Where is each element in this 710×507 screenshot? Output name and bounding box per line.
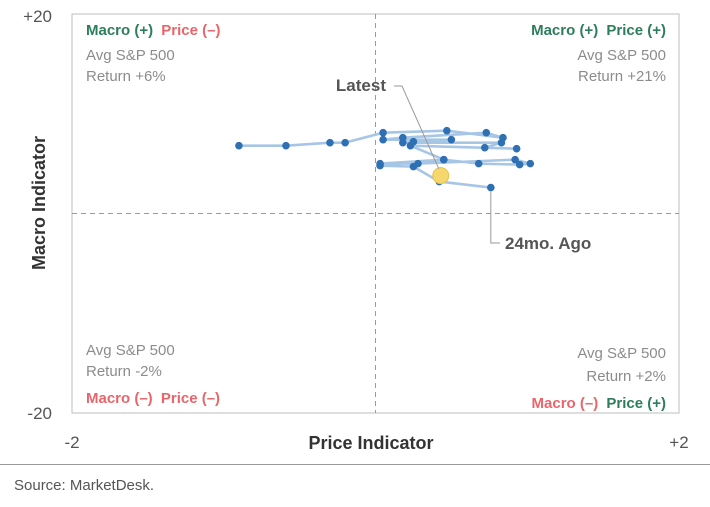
start-leader-line	[490, 191, 500, 244]
quadrant-top-left-macro: Macro (+)	[86, 22, 153, 39]
data-point-9	[414, 159, 422, 168]
data-point-7	[526, 159, 535, 168]
latest-label: Latest	[336, 76, 386, 95]
quadrant-bottom-left-macro: Macro (–)	[86, 390, 153, 407]
latest-annotation: Latest	[336, 76, 440, 169]
quadrant-bottom-left-note-1: Avg S&P 500	[86, 342, 175, 359]
data-point-25	[341, 138, 349, 147]
data-point-14	[480, 143, 489, 152]
x-tick-max: +2	[669, 433, 688, 452]
quadrant-bottom-right-title: Macro (–) Price (+)	[532, 395, 666, 412]
quadrant-bottom-right-macro: Macro (–)	[532, 395, 599, 412]
source-note: Source: MarketDesk.	[14, 477, 155, 494]
quadrant-bottom-left-price: Price (–)	[161, 390, 220, 407]
latest-leader-line	[394, 85, 440, 169]
quadrant-bottom-right-note-1: Avg S&P 500	[577, 345, 666, 362]
quadrant-bottom-right-price: Price (+)	[606, 395, 666, 412]
data-point-13	[512, 144, 521, 153]
start-annotation: 24mo. Ago	[490, 191, 591, 253]
quadrant-top-left-price: Price (–)	[161, 22, 220, 39]
quadrant-top-right-note-2: Return +21%	[578, 68, 666, 85]
data-point-6	[515, 160, 524, 169]
y-axis-label: Macro Indicator	[29, 136, 49, 270]
data-point-20	[399, 133, 407, 142]
data-point-23	[443, 126, 451, 135]
data-point-27	[282, 141, 290, 150]
data-point-18	[447, 135, 456, 144]
quadrant-top-left-title: Macro (+) Price (–)	[86, 22, 220, 39]
data-point-28	[235, 141, 243, 150]
data-point-0	[487, 183, 495, 192]
data-point-17	[409, 137, 418, 146]
y-tick-max: +20	[23, 7, 52, 26]
quadrant-top-left-note-1: Avg S&P 500	[86, 47, 175, 64]
start-label: 24mo. Ago	[505, 234, 591, 253]
footer-divider	[0, 464, 710, 465]
quadrant-bottom-right-note-2: Return +2%	[586, 368, 666, 385]
data-point-26	[326, 138, 334, 147]
y-tick-min: -20	[27, 404, 52, 423]
quadrant-top-left-note-2: Return +6%	[86, 68, 166, 85]
quadrant-top-right-title: Macro (+) Price (+)	[531, 22, 666, 39]
data-point-10	[376, 159, 384, 168]
quadrant-bottom-left-note-2: Return -2%	[86, 363, 162, 380]
data-point-24	[379, 128, 387, 137]
quadrant-bottom-left-title: Macro (–) Price (–)	[86, 390, 220, 407]
quadrant-top-right-note-1: Avg S&P 500	[577, 47, 666, 64]
series-layer	[235, 126, 535, 192]
data-point-19	[379, 135, 387, 144]
data-point-22	[499, 133, 507, 142]
data-point-5	[474, 159, 483, 168]
data-point-8	[511, 155, 519, 164]
data-point-21	[482, 128, 491, 137]
x-tick-min: -2	[64, 433, 79, 452]
quadrant-top-right-macro: Macro (+)	[531, 22, 598, 39]
quadrant-top-right-price: Price (+)	[606, 22, 666, 39]
latest-point	[432, 167, 450, 185]
data-point-11	[439, 155, 448, 164]
x-axis-label: Price Indicator	[308, 433, 433, 453]
